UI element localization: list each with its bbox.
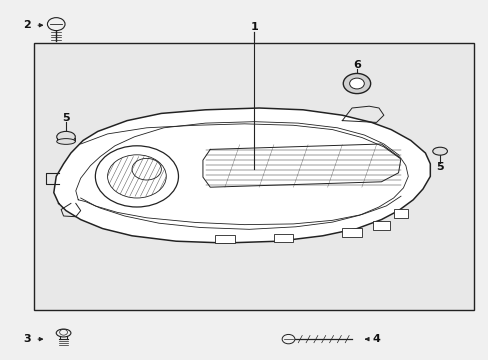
Text: 5: 5 bbox=[435, 162, 443, 172]
Text: 3: 3 bbox=[23, 334, 31, 344]
Bar bbox=[342, 228, 361, 237]
Circle shape bbox=[349, 78, 364, 89]
Text: 2: 2 bbox=[23, 20, 31, 30]
Bar bbox=[273, 234, 293, 242]
Text: 4: 4 bbox=[372, 334, 380, 344]
Polygon shape bbox=[54, 108, 429, 243]
Text: 5: 5 bbox=[62, 113, 70, 123]
Circle shape bbox=[343, 73, 370, 94]
Polygon shape bbox=[203, 144, 400, 187]
Bar bbox=[372, 220, 389, 230]
Bar bbox=[393, 209, 407, 217]
Ellipse shape bbox=[57, 139, 75, 144]
Text: 1: 1 bbox=[250, 22, 258, 32]
Text: 6: 6 bbox=[352, 60, 360, 70]
Bar bbox=[215, 235, 234, 243]
Ellipse shape bbox=[432, 147, 447, 155]
Ellipse shape bbox=[57, 131, 75, 142]
Bar bbox=[34, 43, 473, 310]
